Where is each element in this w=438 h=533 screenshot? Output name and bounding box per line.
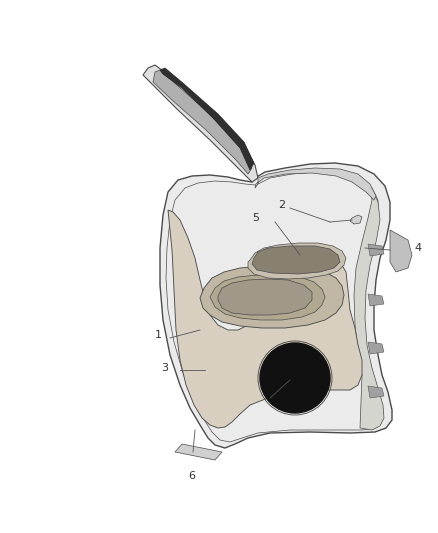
Polygon shape [368,244,384,256]
Polygon shape [248,243,346,279]
Polygon shape [368,294,384,306]
Polygon shape [390,230,412,272]
Polygon shape [175,444,222,460]
Polygon shape [368,342,384,354]
Circle shape [260,343,330,413]
Text: 6: 6 [188,471,195,481]
Polygon shape [143,65,258,182]
Polygon shape [218,279,312,315]
Polygon shape [160,163,392,448]
Polygon shape [153,70,252,174]
Text: 8: 8 [254,393,261,403]
Text: 2: 2 [279,200,286,210]
Polygon shape [160,68,254,170]
Text: 3: 3 [162,363,169,373]
Polygon shape [210,275,325,320]
Polygon shape [168,210,362,428]
Polygon shape [255,168,376,200]
Polygon shape [350,215,362,224]
Polygon shape [252,246,340,274]
Text: 4: 4 [414,243,421,253]
Polygon shape [200,266,344,328]
Polygon shape [354,185,384,430]
Text: 1: 1 [155,330,162,340]
Text: 5: 5 [252,213,259,223]
Polygon shape [368,386,384,398]
